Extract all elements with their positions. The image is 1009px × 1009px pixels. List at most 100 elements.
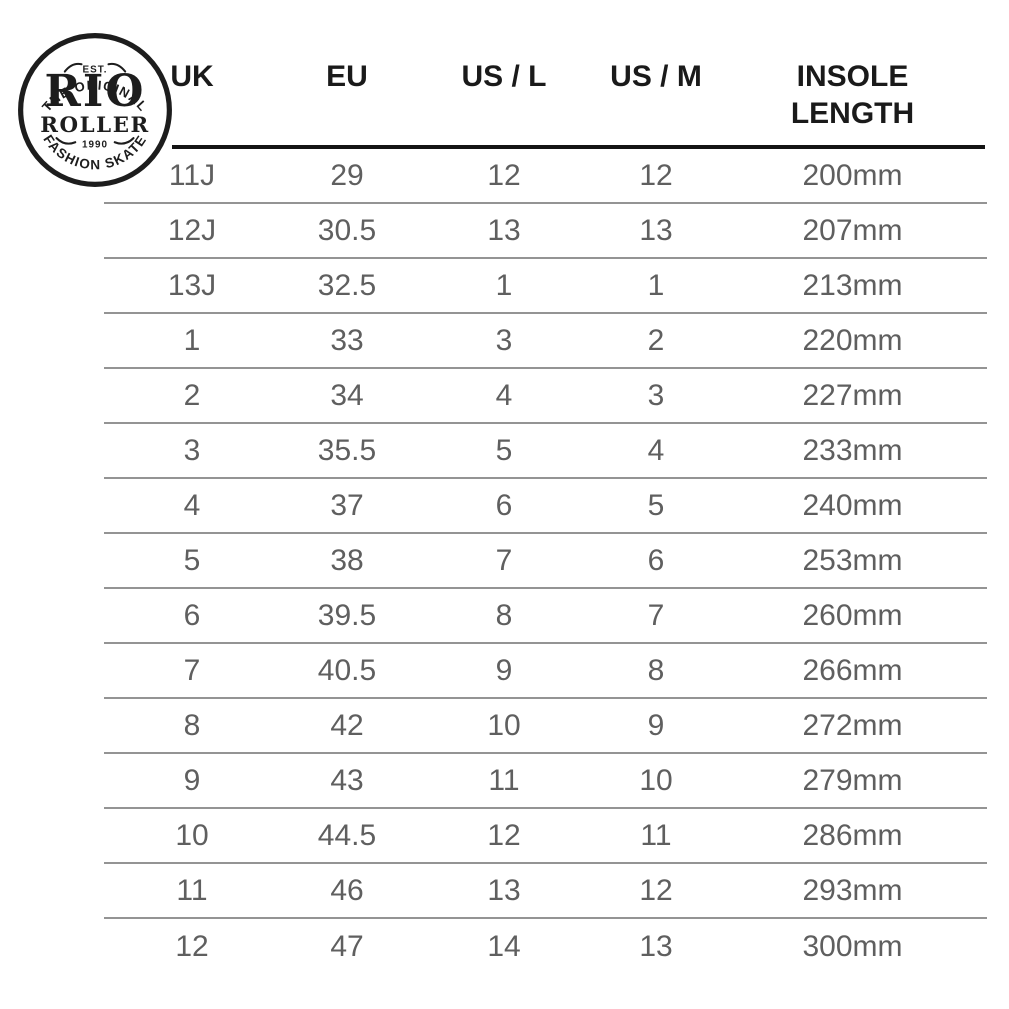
cell-insole: 286mm <box>802 818 903 852</box>
cell-uk: 12 <box>175 929 209 963</box>
cell-us-l: 12 <box>487 818 521 852</box>
cell-uk: 9 <box>183 763 201 797</box>
cell-us-l: 5 <box>495 433 513 467</box>
cell-eu: 38 <box>330 543 364 577</box>
cell-insole: 253mm <box>802 543 903 577</box>
cell-insole: 213mm <box>802 268 903 302</box>
table-row: 12 47 14 13 300mm <box>104 919 987 974</box>
cell-eu: 39.5 <box>317 598 377 632</box>
cell-insole: 266mm <box>802 653 903 687</box>
logo-year: 1990 <box>82 139 108 150</box>
table-row: 2 34 4 3 227mm <box>104 369 987 424</box>
cell-us-l: 13 <box>487 213 521 247</box>
cell-uk: 7 <box>183 653 201 687</box>
est-flourish-right <box>107 62 127 73</box>
cell-us-l: 11 <box>488 763 520 797</box>
cell-us-l: 8 <box>495 598 513 632</box>
table-header-row: UK EU US / L US / M INSOLE LENGTH <box>104 58 987 132</box>
cell-insole: 240mm <box>802 488 903 522</box>
table-row: 13J 32.5 1 1 213mm <box>104 259 987 314</box>
cell-us-m: 10 <box>639 763 673 797</box>
cell-uk: 6 <box>183 598 201 632</box>
cell-eu: 29 <box>330 158 364 192</box>
cell-us-l: 7 <box>495 543 513 577</box>
header-rule <box>172 145 985 149</box>
cell-insole: 279mm <box>802 763 903 797</box>
table-row: 4 37 6 5 240mm <box>104 479 987 534</box>
logo-est: EST. <box>83 65 108 76</box>
cell-us-m: 4 <box>647 433 665 467</box>
cell-insole: 260mm <box>802 598 903 632</box>
cell-us-m: 9 <box>647 708 665 742</box>
cell-uk: 11 <box>176 873 208 907</box>
cell-us-l: 14 <box>487 929 521 963</box>
cell-insole: 272mm <box>802 708 903 742</box>
cell-us-m: 8 <box>647 653 665 687</box>
cell-eu: 44.5 <box>317 818 377 852</box>
header-uk: UK <box>170 60 214 93</box>
cell-eu: 46 <box>330 873 364 907</box>
table-row: 12J 30.5 13 13 207mm <box>104 204 987 259</box>
logo-brand-rio: RIO <box>44 66 145 117</box>
cell-us-m: 11 <box>640 818 672 852</box>
header-us-l: US / L <box>461 60 547 93</box>
cell-insole: 293mm <box>802 873 903 907</box>
cell-insole: 200mm <box>802 158 903 192</box>
cell-us-l: 4 <box>495 378 513 412</box>
cell-us-m: 13 <box>639 929 673 963</box>
cell-eu: 32.5 <box>317 268 377 302</box>
cell-us-m: 13 <box>639 213 673 247</box>
table-row: 8 42 10 9 272mm <box>104 699 987 754</box>
cell-us-m: 5 <box>647 488 665 522</box>
header-insole-length: INSOLE LENGTH <box>790 60 915 130</box>
size-table: 11J 29 12 12 200mm 12J 30.5 13 13 207mm … <box>104 149 987 974</box>
cell-uk: 11J <box>168 158 216 192</box>
cell-us-l: 9 <box>495 653 513 687</box>
header-eu: EU <box>326 60 368 93</box>
cell-us-m: 3 <box>647 378 665 412</box>
year-flourish-left <box>55 137 77 145</box>
cell-eu: 43 <box>330 763 364 797</box>
logo-ring <box>18 33 172 187</box>
cell-insole: 300mm <box>802 929 903 963</box>
cell-eu: 37 <box>330 488 364 522</box>
cell-eu: 40.5 <box>317 653 377 687</box>
cell-us-l: 10 <box>487 708 521 742</box>
cell-insole: 207mm <box>802 213 903 247</box>
cell-uk: 5 <box>183 543 201 577</box>
cell-us-m: 12 <box>639 873 673 907</box>
cell-us-m: 12 <box>639 158 673 192</box>
table-row: 11 46 13 12 293mm <box>104 864 987 919</box>
header-us-m: US / M <box>610 60 702 93</box>
logo-brand-roller: ROLLER <box>40 113 150 138</box>
table-row: 9 43 11 10 279mm <box>104 754 987 809</box>
cell-eu: 35.5 <box>317 433 377 467</box>
cell-uk: 12J <box>167 213 217 247</box>
table-row: 3 35.5 5 4 233mm <box>104 424 987 479</box>
cell-us-m: 6 <box>647 543 665 577</box>
cell-uk: 4 <box>183 488 201 522</box>
cell-uk: 2 <box>183 378 201 412</box>
cell-us-m: 7 <box>647 598 665 632</box>
cell-us-m: 2 <box>647 323 665 357</box>
table-row: 1 33 3 2 220mm <box>104 314 987 369</box>
cell-eu: 33 <box>330 323 364 357</box>
cell-us-m: 1 <box>647 268 665 302</box>
year-flourish-right <box>113 137 135 145</box>
table-row: 6 39.5 8 7 260mm <box>104 589 987 644</box>
rio-roller-logo: THE ORIGINAL EST. RIO ROLLER 1990 FASHIO… <box>18 33 172 187</box>
cell-us-l: 1 <box>495 268 513 302</box>
cell-insole: 220mm <box>802 323 903 357</box>
cell-uk: 13J <box>167 268 217 302</box>
cell-uk: 10 <box>175 818 209 852</box>
table-row: 10 44.5 12 11 286mm <box>104 809 987 864</box>
table-row: 5 38 7 6 253mm <box>104 534 987 589</box>
est-flourish-left <box>63 62 83 73</box>
cell-us-l: 12 <box>487 158 521 192</box>
table-row: 11J 29 12 12 200mm <box>104 149 987 204</box>
cell-insole: 227mm <box>802 378 903 412</box>
table-row: 7 40.5 9 8 266mm <box>104 644 987 699</box>
cell-us-l: 6 <box>495 488 513 522</box>
cell-insole: 233mm <box>802 433 903 467</box>
